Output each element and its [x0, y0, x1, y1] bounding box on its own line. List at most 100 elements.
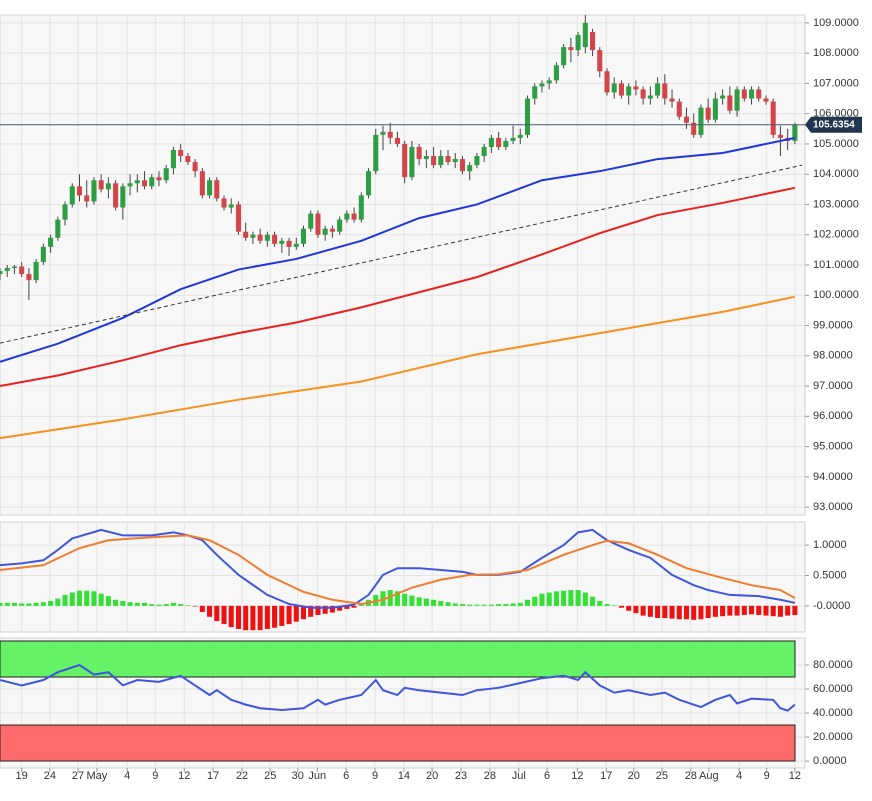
y-tick-label: 99.0000 — [813, 319, 853, 331]
histogram-bar — [561, 590, 567, 606]
indicator-line — [0, 295, 796, 440]
candle-body — [683, 116, 690, 123]
x-tick-label: 19 — [16, 770, 28, 782]
x-tick-label: 17 — [600, 770, 612, 782]
histogram-bar — [423, 598, 429, 606]
candle-body — [582, 22, 588, 48]
histogram-bar — [792, 605, 798, 615]
histogram-bar — [748, 605, 755, 615]
candle-body — [647, 95, 653, 99]
candle-body — [438, 156, 444, 166]
indicator-line — [0, 663, 796, 712]
histogram-bar — [308, 605, 314, 617]
histogram-bar — [228, 605, 234, 628]
candle-body — [611, 83, 617, 93]
histogram-bar — [120, 601, 126, 606]
y-tick-label: 108.0000 — [813, 47, 859, 59]
candle-body — [221, 198, 227, 208]
histogram-bar — [416, 597, 422, 606]
histogram-bar — [539, 593, 545, 606]
candle-body — [532, 86, 538, 99]
y-tick-label: 60.0000 — [813, 683, 853, 695]
histogram-bar — [91, 591, 97, 606]
candle-body — [48, 237, 54, 247]
histogram-bar — [207, 605, 213, 617]
histogram-bar — [163, 604, 169, 606]
candle-body — [235, 204, 241, 232]
histogram-bar — [683, 605, 690, 620]
histogram-bar — [590, 596, 596, 606]
histogram-bar — [387, 590, 393, 606]
candle-body — [712, 98, 718, 120]
candle-body — [279, 240, 285, 244]
zone — [0, 640, 796, 678]
candle-body — [503, 140, 509, 147]
histogram-bar — [524, 599, 531, 606]
histogram-bar — [647, 605, 653, 617]
candle-body — [199, 171, 205, 196]
x-tick-label: 9 — [764, 770, 770, 782]
histogram-bar — [496, 604, 502, 606]
histogram-bar — [293, 605, 299, 622]
histogram-bar — [626, 605, 632, 611]
x-tick-label: 12 — [178, 770, 190, 782]
candle-body — [141, 180, 148, 187]
histogram-bar — [734, 605, 740, 616]
candle-body — [655, 83, 661, 96]
y-tick-label: 0.5000 — [813, 569, 847, 581]
candle-body — [192, 162, 198, 172]
y-tick-label: -0.0000 — [813, 600, 850, 612]
candle-body — [286, 240, 292, 247]
candle-body — [590, 31, 596, 51]
histogram-bar — [669, 605, 675, 619]
candle-body — [705, 107, 711, 120]
candle-body — [120, 186, 126, 208]
y-tick-label: 95.0000 — [813, 441, 853, 453]
indicator-line — [0, 186, 796, 388]
candle-body — [113, 183, 119, 208]
candle-body — [293, 243, 299, 247]
histogram-bar — [344, 605, 350, 609]
histogram-bar — [55, 598, 61, 606]
histogram-bar — [105, 596, 111, 606]
candle-body — [337, 219, 343, 232]
candle-body — [546, 80, 552, 84]
histogram-bar — [279, 605, 285, 626]
histogram-bar — [141, 602, 148, 606]
histogram-bar — [300, 605, 307, 620]
candle-body — [517, 134, 523, 138]
histogram-bar — [575, 590, 581, 606]
histogram-bar — [438, 601, 444, 606]
candle-body — [264, 234, 270, 241]
histogram-bar — [156, 604, 162, 606]
zone — [0, 724, 796, 762]
x-tick-label: Aug — [699, 770, 719, 782]
y-tick-label: 1.0000 — [813, 539, 847, 551]
histogram-bar — [763, 605, 769, 616]
histogram-bar — [712, 605, 718, 617]
histogram-bar — [84, 590, 90, 606]
histogram-bar — [315, 605, 321, 615]
y-tick-label: 80.0000 — [813, 659, 853, 671]
candle-body — [105, 183, 111, 190]
y-tick-label: 109.0000 — [813, 17, 859, 29]
histogram-bar — [351, 605, 357, 608]
candle-body — [366, 171, 372, 196]
y-tick-label: 107.0000 — [813, 77, 859, 89]
histogram-bar — [149, 604, 155, 606]
x-tick-label: 24 — [44, 770, 56, 782]
candle-body — [214, 180, 220, 199]
candle-body — [243, 231, 249, 238]
x-tick-label: 25 — [656, 770, 668, 782]
histogram-bar — [604, 604, 610, 606]
candle-body — [26, 274, 32, 281]
y-tick-label: 100.0000 — [813, 289, 859, 301]
candle-body — [669, 98, 675, 102]
candle-body — [474, 156, 480, 166]
candle-body — [662, 83, 668, 99]
histogram-bar — [474, 604, 480, 606]
histogram-bar — [19, 603, 25, 606]
histogram-bar — [698, 605, 704, 620]
histogram-bar — [48, 601, 54, 606]
